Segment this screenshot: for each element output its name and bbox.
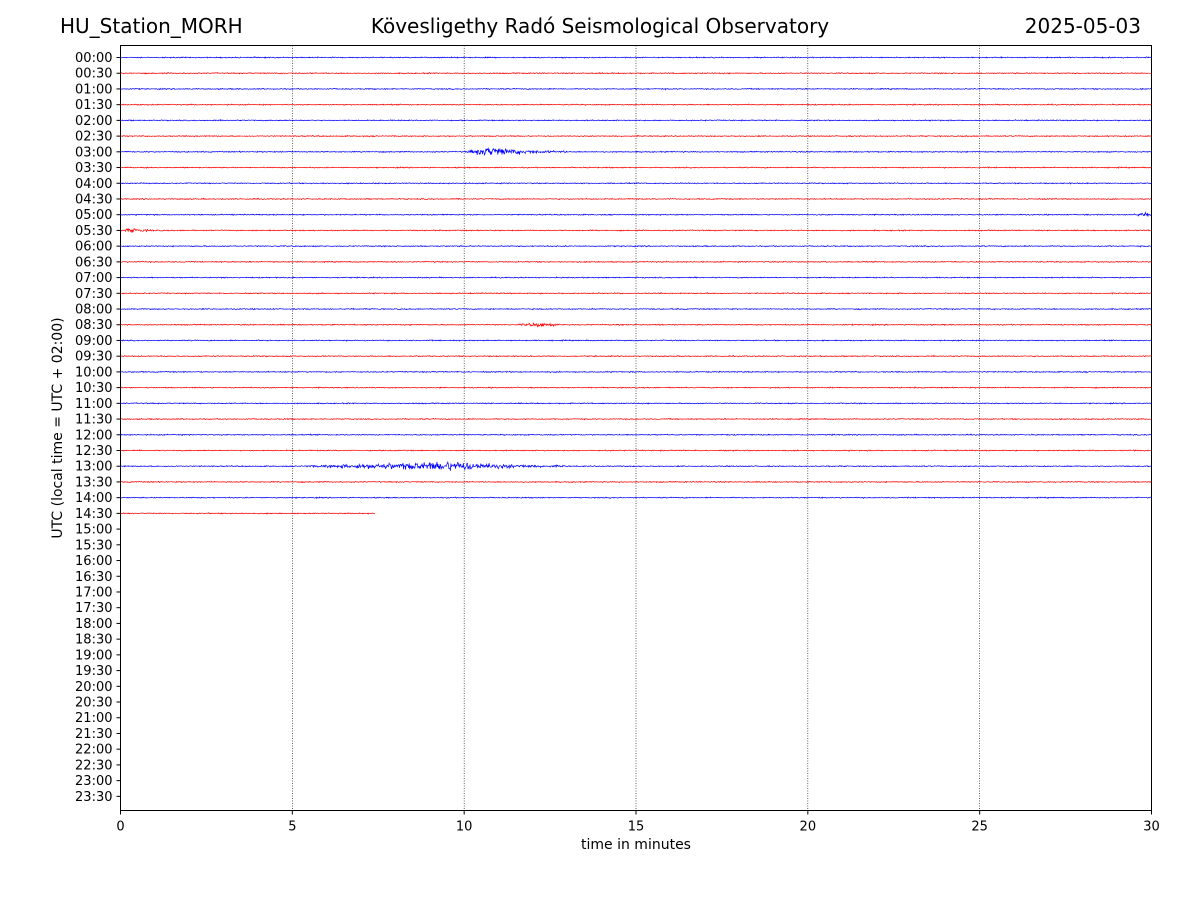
trace-06:00 [120,244,1152,248]
trace-07:30 [120,291,1152,295]
trace-04:30 [120,197,1152,201]
trace-10:00 [120,370,1152,374]
y-axis-ticks: 00:0000:3001:0001:3002:0002:3003:0003:30… [75,51,121,805]
y-tick-label-06:00: 06:00 [75,240,112,255]
trace-01:00 [120,87,1152,91]
x-tick-label-5: 5 [288,820,296,835]
y-tick-label-22:00: 22:00 [75,743,112,758]
y-tick-label-02:30: 02:30 [75,130,112,145]
y-tick-label-10:00: 10:00 [75,365,112,380]
y-tick-label-18:00: 18:00 [75,617,112,632]
y-tick-label-20:30: 20:30 [75,696,112,711]
y-tick-label-18:30: 18:30 [75,633,112,648]
trace-02:00 [120,119,1152,122]
y-tick-label-04:30: 04:30 [75,192,112,207]
y-tick-label-01:30: 01:30 [75,98,112,113]
y-tick-label-00:00: 00:00 [75,51,112,66]
seismic-traces [120,56,1152,515]
trace-10:30 [120,386,1152,390]
x-tick-label-30: 30 [1143,820,1160,835]
y-tick-label-01:00: 01:00 [75,82,112,97]
trace-02:30 [120,134,1152,138]
y-tick-label-22:30: 22:30 [75,758,112,773]
trace-06:30 [120,260,1152,264]
trace-13:30 [120,480,1152,484]
y-tick-label-09:00: 09:00 [75,334,112,349]
station-id: HU_Station_MORH [60,14,243,38]
y-tick-label-11:30: 11:30 [75,413,112,428]
trace-14:30 [120,512,375,515]
trace-00:00 [120,56,1152,59]
y-tick-label-16:30: 16:30 [75,570,112,585]
trace-05:00 [120,211,1152,217]
chart-title: Kövesligethy Radó Seismological Observat… [370,14,830,38]
trace-08:30 [120,322,1152,328]
x-tick-label-20: 20 [800,820,817,835]
trace-12:30 [120,449,1152,452]
y-tick-label-17:30: 17:30 [75,601,112,616]
x-axis-label: time in minutes [581,837,691,853]
trace-05:30 [120,227,1152,233]
y-tick-label-07:00: 07:00 [75,271,112,286]
trace-11:30 [120,417,1152,421]
trace-11:00 [120,402,1152,405]
y-tick-label-10:30: 10:30 [75,381,112,396]
trace-12:00 [120,433,1152,437]
y-tick-label-19:00: 19:00 [75,648,112,663]
trace-14:00 [120,496,1152,500]
trace-01:30 [120,103,1152,106]
y-axis-label: UTC (local time = UTC + 02:00) [50,317,66,539]
trace-08:00 [120,307,1152,311]
trace-00:30 [120,72,1152,75]
y-tick-label-08:30: 08:30 [75,318,112,333]
y-tick-label-14:30: 14:30 [75,507,112,522]
y-tick-label-05:30: 05:30 [75,224,112,239]
trace-03:30 [120,166,1152,170]
y-tick-label-13:00: 13:00 [75,460,112,475]
y-tick-label-06:30: 06:30 [75,255,112,270]
plot-frame [120,45,1152,811]
trace-09:30 [120,354,1152,358]
y-tick-label-13:30: 13:30 [75,475,112,490]
trace-07:00 [120,276,1152,279]
y-tick-label-21:00: 21:00 [75,711,112,726]
y-tick-label-07:30: 07:30 [75,287,112,302]
x-tick-label-25: 25 [971,820,988,835]
record-date: 2025-05-03 [1024,14,1141,38]
x-tick-label-0: 0 [116,820,124,835]
y-tick-label-23:30: 23:30 [75,790,112,805]
y-tick-label-08:00: 08:00 [75,303,112,318]
y-tick-label-05:00: 05:00 [75,208,112,223]
y-tick-label-17:00: 17:00 [75,585,112,600]
y-tick-label-21:30: 21:30 [75,727,112,742]
trace-03:00 [120,146,1152,157]
y-tick-label-03:00: 03:00 [75,145,112,160]
y-tick-label-03:30: 03:30 [75,161,112,176]
y-tick-label-23:00: 23:00 [75,774,112,789]
x-axis-ticks: 0 5 10 15 20 25 30 [116,810,1160,835]
trace-09:00 [120,339,1152,342]
y-tick-label-11:00: 11:00 [75,397,112,412]
y-tick-label-12:30: 12:30 [75,444,112,459]
y-tick-label-16:00: 16:00 [75,554,112,569]
y-tick-label-14:00: 14:00 [75,491,112,506]
y-tick-label-19:30: 19:30 [75,664,112,679]
y-tick-label-20:00: 20:00 [75,680,112,695]
y-tick-label-02:00: 02:00 [75,114,112,129]
y-tick-label-12:00: 12:00 [75,428,112,443]
x-tick-label-10: 10 [456,820,473,835]
trace-13:00 [120,461,1152,471]
y-tick-label-00:30: 00:30 [75,67,112,82]
vertical-gridlines [292,45,980,811]
y-tick-label-04:00: 04:00 [75,177,112,192]
y-tick-label-15:00: 15:00 [75,523,112,538]
y-tick-label-09:30: 09:30 [75,350,112,365]
trace-04:00 [120,181,1152,185]
x-tick-label-15: 15 [628,820,645,835]
y-tick-label-15:30: 15:30 [75,538,112,553]
